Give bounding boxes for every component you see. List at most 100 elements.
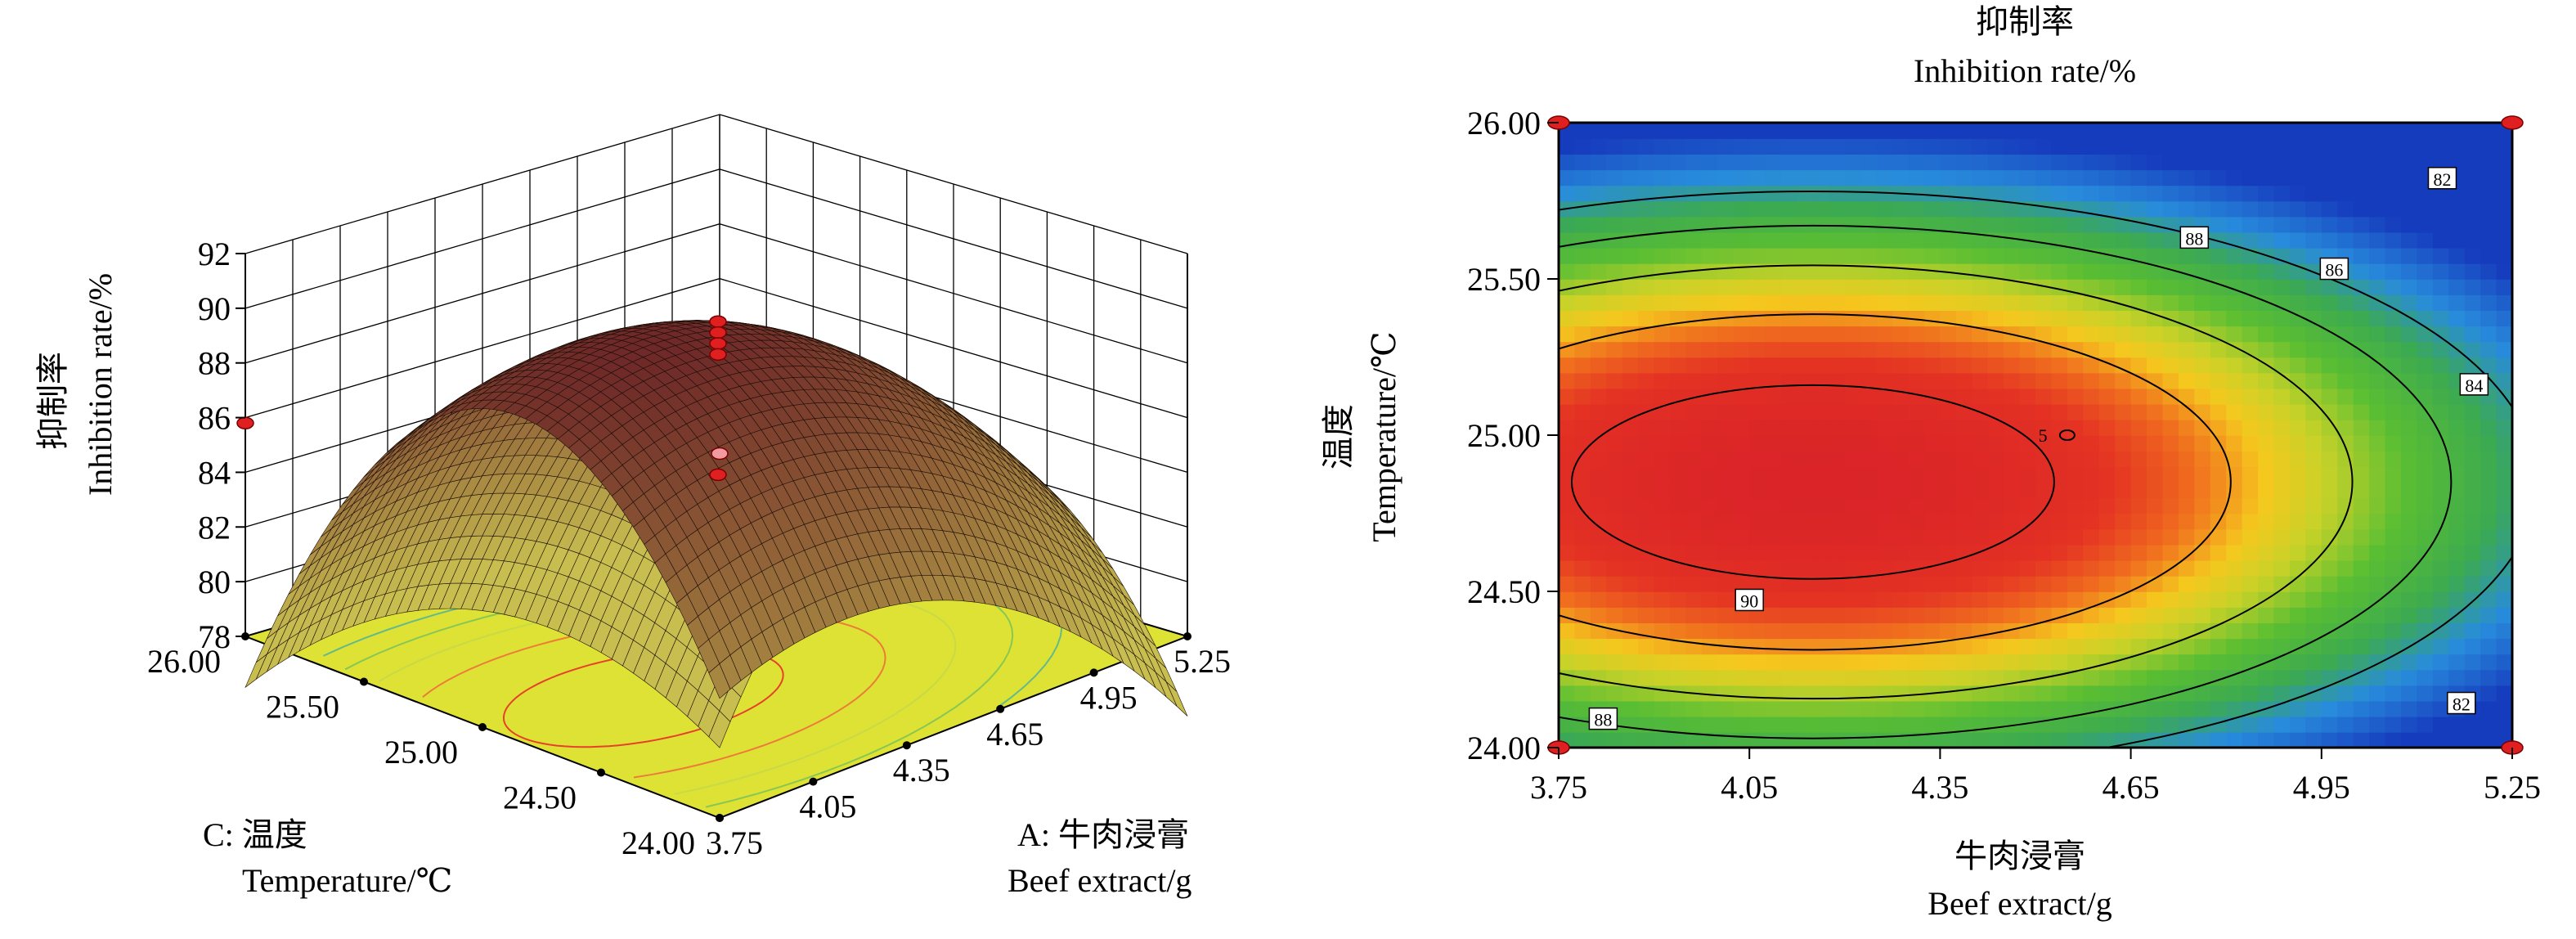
heat-cell <box>1638 669 1655 686</box>
heat-cell <box>2369 622 2386 640</box>
heat-cell <box>2067 372 2085 389</box>
heat-cell <box>1733 279 1750 295</box>
heat-cell <box>1590 294 1608 311</box>
heat-cell <box>2448 638 2466 655</box>
heat-cell <box>2305 559 2322 577</box>
heat-cell <box>1923 559 1941 577</box>
heat-cell <box>2162 482 2179 499</box>
heat-cell <box>2130 607 2147 623</box>
y-tick-label: 26.00 <box>1467 105 1541 142</box>
heat-cell <box>2162 263 2179 280</box>
heat-cell <box>1654 200 1671 218</box>
heat-cell <box>2321 169 2339 186</box>
heat-cell <box>1638 528 1655 546</box>
heat-cell <box>2305 310 2322 327</box>
heat-cell <box>2083 310 2100 327</box>
heat-cell <box>2083 638 2100 655</box>
heat-cell <box>2242 669 2259 686</box>
heat-cell <box>1955 326 1973 343</box>
heat-cell <box>1749 575 1766 592</box>
heat-cell <box>1559 654 1576 671</box>
heat-cell <box>1876 622 1893 640</box>
heat-cell <box>1622 231 1639 249</box>
heat-cell <box>2400 669 2418 686</box>
heat-cell <box>1844 372 1862 389</box>
heat-cell <box>1972 372 1989 389</box>
heat-cell <box>2258 231 2275 249</box>
heat-cell <box>1876 388 1893 405</box>
heat-cell <box>1972 513 1989 530</box>
heat-cell <box>2417 138 2434 155</box>
contour-line-86 <box>1559 264 2354 700</box>
heat-cell <box>1892 513 1910 530</box>
heat-cell <box>1860 247 1878 264</box>
heat-cell <box>2115 451 2132 467</box>
heat-cell <box>1955 654 1973 671</box>
heat-cell <box>2369 169 2386 186</box>
heat-cell <box>2178 247 2196 264</box>
heat-cell <box>2464 138 2481 155</box>
heat-cell <box>2464 247 2481 264</box>
heat-cell <box>2147 607 2164 623</box>
heat-cell <box>2210 482 2227 499</box>
heat-cell <box>2194 138 2211 155</box>
heat-cell <box>2496 341 2512 358</box>
heat-cell <box>2178 372 2196 389</box>
heat-cell <box>2098 528 2116 546</box>
heat-cell <box>2353 716 2370 733</box>
heat-cell <box>2083 528 2100 546</box>
heat-cell <box>2258 622 2275 640</box>
heat-cell <box>1987 638 2004 655</box>
heat-cell <box>2464 279 2481 295</box>
heat-cell <box>1955 638 1973 655</box>
heat-cell <box>1638 123 1655 139</box>
heat-cell <box>2019 310 2036 327</box>
heat-cell <box>1797 622 1814 640</box>
heat-cell <box>2337 559 2354 577</box>
heat-cell <box>2115 138 2132 155</box>
heat-cell <box>2098 247 2116 264</box>
heat-cell <box>1749 669 1766 686</box>
heat-cell <box>1781 466 1798 483</box>
heat-cell <box>2305 326 2322 343</box>
heat-cell <box>1622 700 1639 717</box>
heat-cell <box>2496 466 2512 483</box>
heat-cell <box>1812 466 1830 483</box>
heat-cell <box>2385 403 2402 420</box>
heat-cell <box>2178 591 2196 608</box>
heat-cell <box>1701 451 1719 467</box>
heat-cell <box>1812 357 1830 374</box>
heat-cell <box>1622 419 1639 436</box>
heat-cell <box>1749 685 1766 702</box>
heat-cell <box>1797 482 1814 499</box>
heat-cell <box>1749 451 1766 467</box>
heat-cell <box>2400 169 2418 186</box>
heat-cell <box>2496 185 2512 202</box>
heat-cell <box>1972 138 1989 155</box>
heat-cell <box>1812 326 1830 343</box>
heat-cell <box>1812 263 1830 280</box>
heat-cell <box>2321 716 2339 733</box>
heat-cell <box>2305 435 2322 452</box>
heat-cell <box>1638 138 1655 155</box>
z-tick-label: 90 <box>198 290 231 327</box>
heat-cell <box>2226 638 2243 655</box>
heat-cell <box>2004 638 2021 655</box>
heat-cell <box>2321 497 2339 514</box>
heat-cell <box>1685 466 1703 483</box>
heat-cell <box>1701 138 1719 155</box>
z-tick-label: 84 <box>198 454 231 491</box>
heat-cell <box>2035 466 2053 483</box>
heat-cell <box>1955 216 1973 233</box>
heat-cell <box>1797 138 1814 155</box>
heat-cell <box>2178 185 2196 202</box>
heat-cell <box>2480 263 2497 280</box>
contour-label-box <box>2319 257 2349 281</box>
heat-cell <box>2305 279 2322 295</box>
heat-cell <box>1781 731 1798 748</box>
heat-cell <box>1574 716 1591 733</box>
heat-cell <box>1860 466 1878 483</box>
heat-cell <box>2083 591 2100 608</box>
heat-cell <box>2448 294 2466 311</box>
heat-cell <box>1574 310 1591 327</box>
